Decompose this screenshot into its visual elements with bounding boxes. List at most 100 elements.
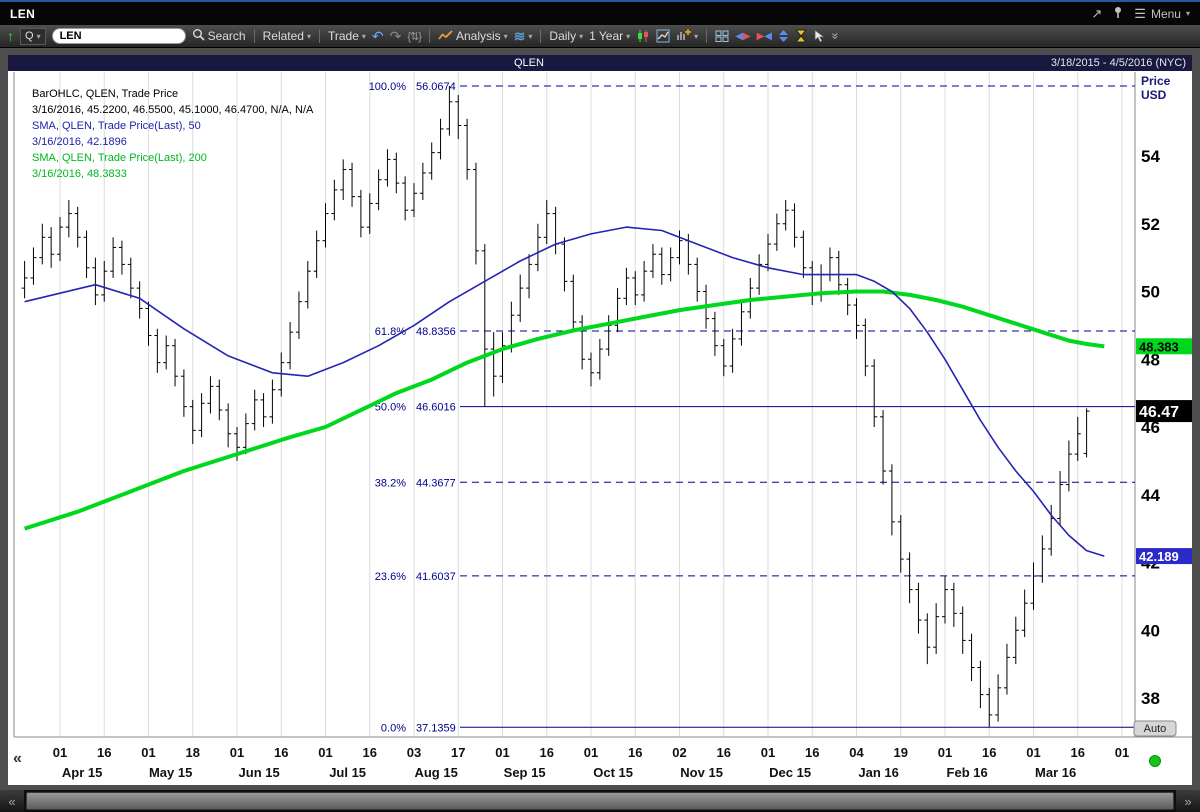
related-dropdown[interactable]: Related ▾ xyxy=(263,29,311,43)
sort-settings-icon[interactable]: {⇅} xyxy=(407,30,422,43)
month-label: Jan 16 xyxy=(858,765,898,780)
price-tick-label: 40 xyxy=(1141,621,1160,640)
chevron-down-icon: ▾ xyxy=(579,31,584,41)
day-tick-label: 01 xyxy=(1115,745,1129,760)
pin-icon[interactable] xyxy=(1113,6,1123,22)
day-tick-label: 17 xyxy=(451,745,465,760)
month-label: Feb 16 xyxy=(947,765,988,780)
period-dropdown[interactable]: Daily ▾ xyxy=(549,29,583,43)
price-tick-label: 38 xyxy=(1141,689,1160,708)
window-title: LEN xyxy=(10,6,36,21)
price-flag-label: 42.189 xyxy=(1139,549,1179,564)
chevron-down-icon: ▾ xyxy=(1185,9,1190,18)
price-flag xyxy=(1136,338,1192,355)
chevron-down-icon: ▾ xyxy=(694,31,699,41)
horizontal-scrollbar[interactable]: « » xyxy=(0,790,1200,812)
x-axis-labels: 01 16 01 18 01 16 01 16 03 17 01 16 01 16 02 16 01 16 04 19… xyxy=(53,745,1129,780)
fib-pct-label: 100.0% xyxy=(369,81,407,93)
month-label: Oct 15 xyxy=(593,765,633,780)
range-dropdown[interactable]: 1 Year ▾ xyxy=(589,29,630,43)
candlestick-style-icon[interactable] xyxy=(636,29,650,43)
day-tick-label: 16 xyxy=(97,745,111,760)
search-button[interactable]: Search xyxy=(192,28,246,44)
layout-grid-icon[interactable] xyxy=(715,30,729,43)
fib-pct-label: 23.6% xyxy=(375,571,406,583)
chart-panel: QLEN 3/18/2015 - 4/5/2016 (NYC) 100.0% 56… xyxy=(8,55,1192,785)
day-tick-label: 16 xyxy=(1071,745,1085,760)
line-chart-icon xyxy=(438,29,453,44)
period-label: Daily xyxy=(549,29,577,43)
scrollbar-track[interactable] xyxy=(24,790,1176,812)
auto-scale-button[interactable]: Auto xyxy=(1133,720,1177,737)
hourglass-icon[interactable] xyxy=(795,29,807,43)
symbol-up-icon[interactable]: ↑ xyxy=(7,28,14,44)
chart-date-range: 3/18/2015 - 4/5/2016 (NYC) xyxy=(1050,57,1186,69)
price-tick-label: 44 xyxy=(1141,486,1160,505)
month-label: Nov 15 xyxy=(680,765,723,780)
price-tick-label: 46 xyxy=(1141,418,1160,437)
menu-button[interactable]: ☰ Menu ▾ xyxy=(1134,6,1190,22)
month-label: Aug 15 xyxy=(414,765,457,780)
chevron-right-icon: » xyxy=(1184,793,1192,809)
chart-symbol-label: QLEN xyxy=(514,57,544,69)
search-label: Search xyxy=(207,29,246,43)
price-tick-label: 50 xyxy=(1141,283,1160,302)
fib-price-label: 41.6037 xyxy=(416,571,456,583)
sma200-line xyxy=(23,289,1105,531)
wave-overlay-dropdown[interactable]: ≋ ▾ xyxy=(514,28,533,45)
day-tick-label: 03 xyxy=(407,745,421,760)
day-tick-label: 02 xyxy=(672,745,686,760)
scrollbar-thumb[interactable] xyxy=(26,792,1174,810)
price-tick-label: 52 xyxy=(1141,215,1160,234)
redo-icon[interactable]: ↷ xyxy=(389,27,402,44)
chevron-down-icon: ▾ xyxy=(361,31,366,41)
day-tick-label: 18 xyxy=(186,745,200,760)
title-bar: LEN ↗ ☰ Menu ▾ xyxy=(0,0,1200,25)
analysis-dropdown[interactable]: Analysis ▾ xyxy=(438,29,508,44)
trade-dropdown[interactable]: Trade ▾ xyxy=(328,29,366,43)
fib-price-label: 46.6016 xyxy=(416,402,456,414)
chart-frame: QLEN 3/18/2015 - 4/5/2016 (NYC) 100.0% 56… xyxy=(0,48,1200,790)
price-flags: 48.383 42.189 46.47 xyxy=(1136,338,1192,565)
price-tick-label: 48 xyxy=(1141,350,1160,369)
day-tick-label: 16 xyxy=(982,745,996,760)
price-axis-title: USD xyxy=(1141,88,1167,102)
day-tick-label: 16 xyxy=(717,745,731,760)
expand-horizontal-icon[interactable]: ◀ ▶ xyxy=(735,31,750,42)
toolbar-divider xyxy=(428,29,430,43)
month-label: Jun 15 xyxy=(239,765,280,780)
toolbar-divider xyxy=(706,29,708,43)
undo-icon[interactable]: ↶ xyxy=(371,27,384,44)
chart-type-icon[interactable] xyxy=(656,29,670,43)
status-dot xyxy=(1149,755,1161,767)
symbol-input[interactable] xyxy=(51,28,186,44)
price-flag-label: 46.47 xyxy=(1139,404,1179,421)
scroll-left-button[interactable]: « xyxy=(0,790,24,812)
day-tick-label: 01 xyxy=(141,745,155,760)
day-tick-label: 01 xyxy=(53,745,67,760)
popout-icon[interactable]: ↗ xyxy=(1091,5,1103,21)
contract-horizontal-icon[interactable]: ▶ ◀ xyxy=(757,31,772,42)
axis-collapse-button[interactable]: « xyxy=(13,750,22,767)
vertical-scale-icon[interactable] xyxy=(778,29,789,43)
symbol-type-dropdown[interactable]: Q ▾ xyxy=(20,27,46,45)
month-label: Mar 16 xyxy=(1035,765,1076,780)
search-icon xyxy=(192,28,205,44)
day-tick-label: 16 xyxy=(363,745,377,760)
pointer-mode-icon[interactable] xyxy=(813,29,826,43)
fib-price-label: 44.3677 xyxy=(416,477,456,489)
range-label: 1 Year xyxy=(589,29,624,43)
price-axis: PriceUSD545250484644424038 xyxy=(1141,74,1171,708)
month-label: Dec 15 xyxy=(769,765,811,780)
fib-pct-label: 0.0% xyxy=(381,722,406,734)
scroll-right-button[interactable]: » xyxy=(1176,790,1200,812)
price-flag xyxy=(1136,400,1192,423)
add-indicator-dropdown[interactable]: ▾ xyxy=(676,28,698,44)
chevron-down-icon: ▾ xyxy=(528,31,533,41)
right-triangle-icon: ▶ xyxy=(742,30,751,42)
more-tools-icon[interactable]: » xyxy=(828,32,843,40)
toolbar-divider xyxy=(253,29,255,43)
day-tick-label: 16 xyxy=(805,745,819,760)
